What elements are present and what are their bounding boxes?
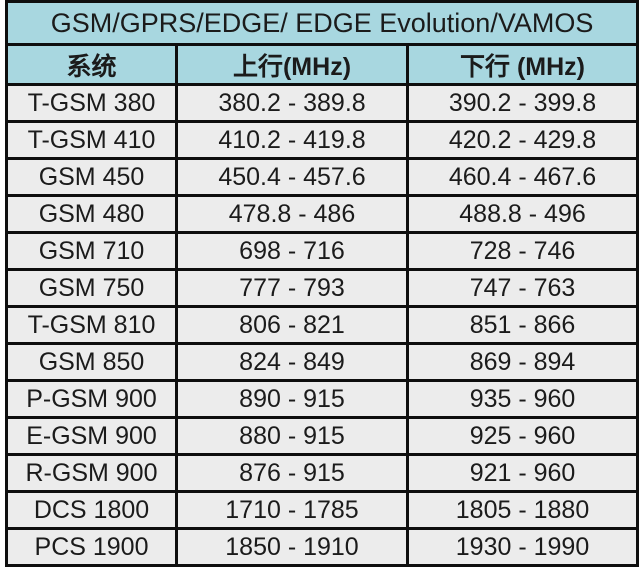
table-header-row: 系统 上行(MHz) 下行 (MHz) xyxy=(5,43,640,86)
table-row: T-GSM 810 806 - 821 851 - 866 xyxy=(5,305,640,345)
uplink-cell: 478.8 - 486 xyxy=(175,194,409,234)
table-row: GSM 450 450.4 - 457.6 460.4 - 467.6 xyxy=(5,157,640,197)
column-header-uplink: 上行(MHz) xyxy=(175,43,409,86)
uplink-cell: 824 - 849 xyxy=(175,342,409,382)
column-header-downlink: 下行 (MHz) xyxy=(405,43,640,86)
table-row: P-GSM 900 890 - 915 935 - 960 xyxy=(5,379,640,419)
uplink-cell: 1850 - 1910 xyxy=(175,527,409,567)
uplink-cell: 880 - 915 xyxy=(175,416,409,456)
table-row: T-GSM 380 380.2 - 389.8 390.2 - 399.8 xyxy=(5,83,640,123)
system-cell: T-GSM 380 xyxy=(5,83,178,123)
downlink-cell: 869 - 894 xyxy=(405,342,640,382)
downlink-cell: 390.2 - 399.8 xyxy=(405,83,640,123)
downlink-cell: 851 - 866 xyxy=(405,305,640,345)
uplink-cell: 806 - 821 xyxy=(175,305,409,345)
column-header-system: 系统 xyxy=(5,43,178,86)
downlink-cell: 420.2 - 429.8 xyxy=(405,120,640,160)
system-cell: DCS 1800 xyxy=(5,490,178,530)
system-cell: T-GSM 410 xyxy=(5,120,178,160)
uplink-cell: 777 - 793 xyxy=(175,268,409,308)
downlink-cell: 460.4 - 467.6 xyxy=(405,157,640,197)
uplink-cell: 890 - 915 xyxy=(175,379,409,419)
downlink-cell: 488.8 - 496 xyxy=(405,194,640,234)
table-row: T-GSM 410 410.2 - 419.8 420.2 - 429.8 xyxy=(5,120,640,160)
system-cell: R-GSM 900 xyxy=(5,453,178,493)
downlink-cell: 1805 - 1880 xyxy=(405,490,640,530)
gsm-band-table: GSM/GPRS/EDGE/ EDGE Evolution/VAMOS 系统 上… xyxy=(4,0,640,567)
table-row: GSM 850 824 - 849 869 - 894 xyxy=(5,342,640,382)
system-cell: GSM 750 xyxy=(5,268,178,308)
downlink-cell: 925 - 960 xyxy=(405,416,640,456)
uplink-cell: 876 - 915 xyxy=(175,453,409,493)
downlink-cell: 728 - 746 xyxy=(405,231,640,271)
uplink-cell: 450.4 - 457.6 xyxy=(175,157,409,197)
downlink-cell: 921 - 960 xyxy=(405,453,640,493)
table-row: GSM 480 478.8 - 486 488.8 - 496 xyxy=(5,194,640,234)
table-row: E-GSM 900 880 - 915 925 - 960 xyxy=(5,416,640,456)
table-row: GSM 750 777 - 793 747 - 763 xyxy=(5,268,640,308)
system-cell: T-GSM 810 xyxy=(5,305,178,345)
uplink-cell: 410.2 - 419.8 xyxy=(175,120,409,160)
system-cell: GSM 480 xyxy=(5,194,178,234)
system-cell: PCS 1900 xyxy=(5,527,178,567)
table-row: PCS 1900 1850 - 1910 1930 - 1990 xyxy=(5,527,640,567)
table-title: GSM/GPRS/EDGE/ EDGE Evolution/VAMOS xyxy=(4,0,640,46)
table-row: GSM 710 698 - 716 728 - 746 xyxy=(5,231,640,271)
uplink-cell: 380.2 - 389.8 xyxy=(175,83,409,123)
system-cell: GSM 710 xyxy=(5,231,178,271)
downlink-cell: 1930 - 1990 xyxy=(405,527,640,567)
downlink-cell: 935 - 960 xyxy=(405,379,640,419)
table-title-row: GSM/GPRS/EDGE/ EDGE Evolution/VAMOS xyxy=(4,0,640,46)
system-cell: GSM 450 xyxy=(5,157,178,197)
table-row: R-GSM 900 876 - 915 921 - 960 xyxy=(5,453,640,493)
uplink-cell: 1710 - 1785 xyxy=(175,490,409,530)
system-cell: E-GSM 900 xyxy=(5,416,178,456)
uplink-cell: 698 - 716 xyxy=(175,231,409,271)
downlink-cell: 747 - 763 xyxy=(405,268,640,308)
table-body: T-GSM 380 380.2 - 389.8 390.2 - 399.8 T-GSM… xyxy=(5,83,640,567)
table-row: DCS 1800 1710 - 1785 1805 - 1880 xyxy=(5,490,640,530)
system-cell: GSM 850 xyxy=(5,342,178,382)
system-cell: P-GSM 900 xyxy=(5,379,178,419)
